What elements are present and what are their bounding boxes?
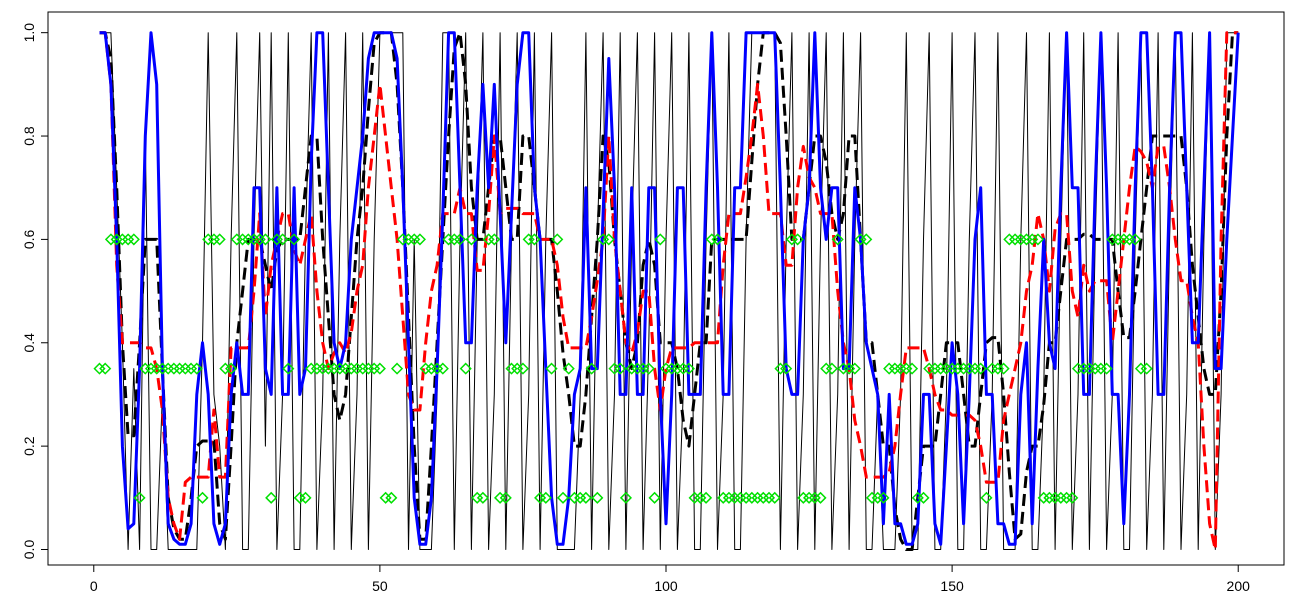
data-point-diamond	[276, 233, 289, 246]
data-point-diamond	[791, 233, 804, 246]
data-point-diamond	[831, 233, 844, 246]
data-point-diamond	[980, 491, 993, 504]
series-line-2	[99, 31, 1239, 551]
x-tick-label: 150	[940, 578, 964, 594]
data-point-diamond	[591, 491, 604, 504]
data-point-diamond	[282, 362, 295, 375]
y-tick-label: 1.0	[21, 23, 37, 43]
data-point-diamond	[699, 491, 713, 504]
plot-marks	[93, 31, 1240, 551]
data-point-diamond	[768, 491, 781, 504]
data-point-diamond	[825, 362, 839, 375]
data-point-diamond	[373, 362, 386, 375]
data-point-diamond	[562, 362, 575, 375]
data-point-diamond	[436, 362, 449, 375]
data-point-diamond	[848, 362, 861, 375]
data-point-diamond	[877, 491, 890, 504]
x-tick-label: 100	[654, 578, 678, 594]
data-point-diamond	[299, 491, 312, 504]
data-point-diamond	[860, 233, 873, 246]
data-point-diamond	[390, 362, 404, 375]
data-point-diamond	[488, 233, 501, 246]
data-point-diamond	[1129, 233, 1142, 246]
data-point-diamond	[556, 491, 570, 504]
data-point-diamond	[539, 491, 552, 504]
data-point-diamond	[648, 491, 661, 504]
series-line-0	[99, 32, 1239, 550]
x-tick-label: 50	[372, 578, 388, 594]
y-tick-label: 0.0	[21, 540, 37, 560]
data-point-diamond	[551, 233, 564, 246]
data-point-diamond	[642, 362, 655, 375]
data-point-diamond	[619, 491, 633, 504]
data-point-diamond	[225, 362, 238, 375]
data-point-diamond	[133, 491, 146, 504]
data-point-diamond	[413, 233, 427, 246]
x-axis: 0 50 100 150 200	[90, 564, 1251, 594]
data-point-diamond	[614, 362, 627, 375]
data-point-diamond	[711, 233, 724, 246]
data-point-diamond	[385, 491, 398, 504]
data-point-diamond	[974, 362, 987, 375]
y-axis: 0.0 0.2 0.4 0.6 0.8 1.0	[21, 23, 49, 560]
data-point-diamond	[190, 362, 203, 375]
data-point-diamond	[682, 362, 695, 375]
x-tick-label: 0	[90, 578, 98, 594]
data-point-diamond	[99, 362, 112, 375]
data-point-diamond	[654, 233, 667, 246]
data-point-diamond	[213, 233, 226, 246]
data-point-diamond	[265, 491, 278, 504]
data-point-diamond	[1066, 491, 1079, 504]
data-point-diamond	[476, 491, 489, 504]
data-point-diamond	[579, 491, 592, 504]
y-tick-label: 0.2	[21, 436, 37, 456]
x-tick-label: 200	[1227, 578, 1251, 594]
data-point-diamond	[127, 233, 140, 246]
data-point-diamond	[499, 491, 512, 504]
data-point-diamond	[528, 233, 541, 246]
data-point-diamond	[259, 233, 272, 246]
data-point-diamond	[602, 233, 615, 246]
data-point-diamond	[905, 362, 919, 375]
data-point-diamond	[545, 362, 558, 375]
y-tick-label: 0.6	[21, 229, 37, 249]
data-point-diamond	[465, 233, 478, 246]
series-line-3	[99, 31, 1240, 546]
data-point-diamond	[1140, 362, 1153, 375]
series-4-points	[93, 233, 1153, 504]
data-point-diamond	[196, 491, 209, 504]
data-point-diamond	[459, 362, 472, 375]
data-point-diamond	[780, 362, 793, 375]
y-tick-label: 0.4	[21, 333, 37, 353]
data-point-diamond	[997, 362, 1010, 375]
data-point-diamond	[1031, 233, 1045, 246]
data-point-diamond	[814, 491, 827, 504]
y-tick-label: 0.8	[21, 126, 37, 146]
data-point-diamond	[287, 233, 301, 246]
data-point-diamond	[516, 362, 530, 375]
data-point-diamond	[585, 362, 598, 375]
data-point-diamond	[1100, 362, 1113, 375]
data-point-diamond	[917, 491, 930, 504]
data-point-diamond	[453, 233, 467, 246]
